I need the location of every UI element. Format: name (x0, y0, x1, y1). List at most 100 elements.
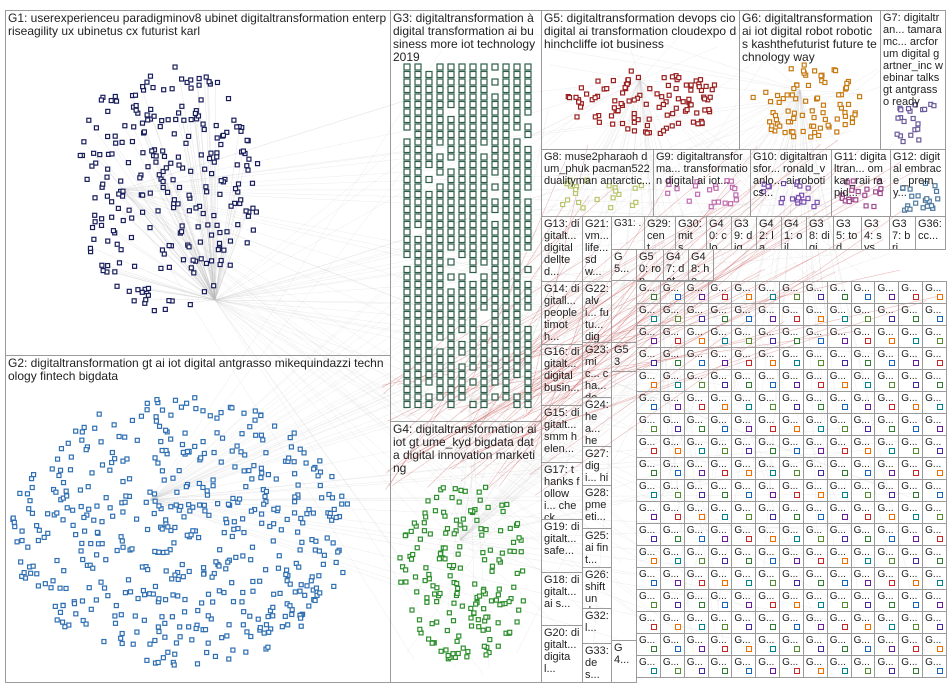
node (181, 117, 187, 123)
node (238, 128, 244, 134)
node (228, 203, 234, 209)
small-group-label: G... (782, 305, 799, 316)
small-group-cell: G... (779, 369, 804, 392)
small-group-cell: G... (898, 655, 924, 678)
group-box-g26: G26: shift und... (582, 567, 612, 609)
node (270, 613, 276, 619)
small-group-label: G... (734, 503, 751, 514)
node (817, 294, 824, 300)
node (650, 382, 657, 388)
node (139, 289, 145, 295)
small-group-label: G... (853, 635, 870, 646)
node (722, 338, 729, 344)
small-group-label: G... (734, 591, 751, 602)
small-group-cell: G... (922, 435, 947, 458)
group-label-g25: G25: ai fint... (585, 530, 609, 566)
small-group-label: G... (662, 393, 679, 404)
small-group-cell: G... (802, 347, 828, 370)
edge (457, 79, 641, 459)
small-group-cell: G... (874, 413, 900, 436)
group-label-g48: G48: he... (691, 251, 710, 281)
group-box-g23: G23: mic... cha... dev... (582, 342, 612, 398)
small-group-label: G... (639, 349, 656, 360)
node (770, 558, 777, 564)
node (913, 426, 920, 432)
node (235, 181, 242, 187)
node (770, 646, 777, 652)
edge (214, 204, 557, 301)
small-group-cell: G... (826, 457, 852, 480)
edge (469, 399, 694, 580)
group-box-g27: G27: digi... hit... (582, 446, 612, 486)
edge (459, 117, 858, 541)
small-group-cell: G... (922, 479, 947, 502)
node (160, 178, 166, 185)
node (650, 492, 657, 498)
node (144, 79, 150, 85)
small-group-cell: G... (707, 369, 733, 392)
edge (141, 88, 216, 301)
node (698, 470, 705, 476)
node (155, 659, 161, 666)
small-group-cell: G... (636, 325, 661, 348)
node (218, 141, 224, 148)
small-group-label: G... (805, 569, 823, 580)
small-group-label: G... (662, 613, 679, 624)
node (197, 239, 203, 245)
node (722, 646, 729, 652)
small-group-cell: G... (850, 501, 876, 524)
edge (770, 89, 801, 465)
node (188, 85, 194, 91)
small-group-label: G... (710, 415, 727, 426)
small-group-label: G... (782, 525, 799, 536)
small-group-label: G... (639, 437, 656, 448)
small-group-label: G... (829, 613, 846, 624)
small-group-label: G... (758, 305, 775, 316)
edge (119, 75, 485, 191)
small-group-label: G... (925, 393, 942, 404)
small-group-label: G... (805, 591, 823, 602)
node (674, 514, 681, 520)
node (151, 308, 157, 314)
small-group-label: G... (853, 657, 870, 668)
node (770, 294, 777, 300)
node (722, 602, 729, 608)
small-group-cell: G... (731, 479, 757, 502)
small-group-label: G... (782, 283, 799, 294)
small-group-label: G... (686, 459, 703, 470)
node (817, 492, 824, 498)
small-group-cell: G... (922, 545, 947, 568)
node (246, 156, 252, 162)
node (722, 426, 729, 432)
small-group-cell: G... (802, 501, 828, 524)
small-group-cell: G... (779, 413, 804, 436)
group-label-g20: G20: digitalt... digital... (544, 627, 580, 675)
small-group-cell: G... (850, 589, 876, 612)
small-group-cell: G... (898, 413, 924, 436)
node (793, 316, 800, 322)
small-group-cell: G... (874, 501, 900, 524)
node (98, 579, 104, 585)
node (817, 558, 824, 564)
edge (459, 455, 710, 541)
small-group-cell: G... (731, 501, 757, 524)
small-group-cell: G... (826, 281, 852, 304)
small-group-cell: G... (850, 457, 876, 480)
edge (752, 89, 801, 463)
node (279, 624, 285, 630)
group-box-g28: G28: pme eti... (582, 485, 612, 529)
edge (214, 299, 923, 358)
edge (532, 194, 769, 428)
node (770, 338, 777, 344)
node (159, 247, 166, 253)
small-group-label: G... (639, 503, 656, 514)
edge (516, 89, 801, 654)
small-group-cell: G... (659, 479, 685, 502)
node (865, 514, 872, 520)
edge (149, 49, 443, 501)
node (113, 98, 120, 104)
node (140, 84, 146, 90)
small-group-cell: G... (802, 567, 828, 590)
node (129, 138, 136, 145)
node (204, 189, 210, 195)
